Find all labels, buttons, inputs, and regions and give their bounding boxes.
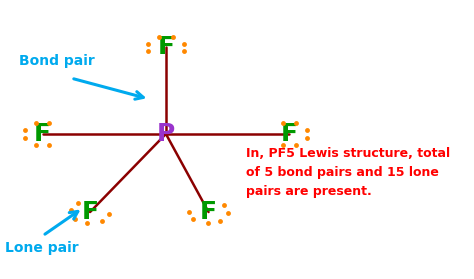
Text: F: F <box>200 200 217 224</box>
Text: Bond pair: Bond pair <box>19 54 95 68</box>
Text: F: F <box>157 35 174 59</box>
Text: F: F <box>34 122 51 146</box>
Text: F: F <box>281 122 298 146</box>
Text: Lone pair: Lone pair <box>5 241 78 255</box>
Text: P: P <box>157 122 175 146</box>
Text: In, PF5 Lewis structure, total
of 5 bond pairs and 15 lone
pairs are present.: In, PF5 Lewis structure, total of 5 bond… <box>246 148 451 198</box>
Text: F: F <box>82 200 99 224</box>
